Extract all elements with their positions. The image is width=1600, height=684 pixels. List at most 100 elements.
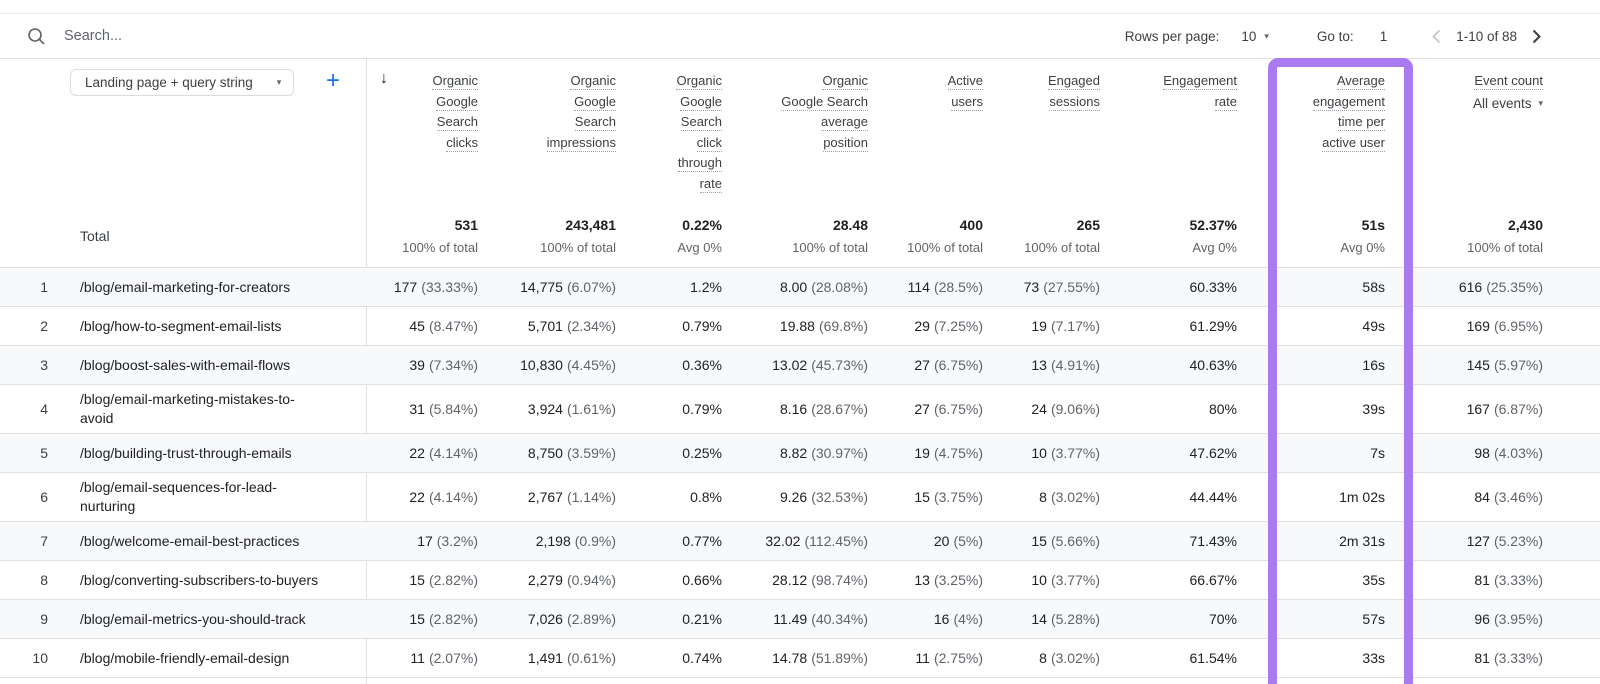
column-header-engaged-sessions[interactable]: Engaged sessions (1001, 58, 1118, 205)
event-filter-dropdown[interactable]: All events ▾ (1413, 96, 1543, 111)
cell-value: 16 (933, 611, 950, 627)
total-organic-google-search-average-position: 28.48 100% of total (740, 217, 886, 255)
cell-engaged-sessions: 8 (3.02%) (1001, 650, 1118, 666)
header-line-text: Active (947, 73, 983, 90)
cell-avg-engagement-time: 1m 02s (1268, 489, 1413, 505)
cell-organic-google-search-impressions: 2,767 (1.14%) (496, 489, 634, 505)
column-header-avg-engagement-time[interactable]: Average engagement time per active user (1268, 58, 1413, 205)
header-line-text: Organic (822, 73, 868, 90)
cell-engaged-sessions: 24 (9.06%) (1001, 401, 1118, 417)
page-path-text: /blog/mobile-friendly-email-design (80, 649, 290, 666)
total-value: 243,481 (565, 217, 616, 233)
cell-value: 32.02 (765, 533, 801, 549)
cell-percent: (28.5%) (933, 279, 983, 295)
cell-percent: (7.34%) (428, 357, 478, 373)
cell-value: 45 (409, 318, 425, 334)
sort-descending-icon[interactable]: ↓ (380, 70, 388, 87)
cell-value: 2,198 (535, 533, 571, 549)
add-dimension-button[interactable]: + (326, 67, 341, 94)
table-row: 4/blog/email-marketing-mistakes-to-avoid… (0, 384, 1600, 433)
cell-organic-google-search-clicks: 45 (8.47%) (366, 318, 496, 334)
cell-event-count: 145 (5.97%) (1413, 357, 1600, 373)
total-subtext: 100% of total (540, 240, 616, 255)
total-label: Total (80, 228, 110, 244)
cell-value: 9.26 (779, 489, 808, 505)
cell-value: 10 (1031, 572, 1047, 588)
table-row: 7/blog/welcome-email-best-practices 17 (3.… (0, 521, 1600, 560)
cell-percent: (4%) (953, 611, 983, 627)
column-header-organic-google-search-average-position[interactable]: Organic Google Search average position (740, 58, 886, 205)
cell-percent: (30.97%) (811, 445, 868, 461)
column-header-organic-google-search-ctr[interactable]: Organic Google Search click through rate (634, 58, 740, 205)
row-number: 10 (32, 650, 48, 666)
cell-organic-google-search-average-position: 8.82 (30.97%) (740, 445, 886, 461)
column-header-engagement-rate[interactable]: Engagement rate (1118, 58, 1268, 205)
cell-value: 2,279 (527, 572, 563, 588)
header-line: impressions (496, 133, 616, 154)
cell-organic-google-search-impressions: 7,026 (2.89%) (496, 611, 634, 627)
cell-value: 33s (1362, 650, 1385, 666)
search-input[interactable] (62, 27, 386, 45)
header-line-text: Organic (432, 73, 478, 90)
total-engaged-sessions: 265 100% of total (1001, 217, 1118, 255)
cell-value: 13 (1031, 357, 1047, 373)
row-number-header-spacer (0, 58, 64, 205)
header-line-text: Event count (1474, 73, 1543, 90)
cell-value: 71.43% (1189, 533, 1237, 549)
cell-active-users: 11 (2.75%) (886, 650, 1001, 666)
previous-page-chevron-icon[interactable] (1431, 29, 1442, 44)
header-line-text: Organic (676, 73, 722, 90)
header-line-text: rate (699, 175, 722, 193)
dimension-selector-label: Landing page + query string (85, 75, 253, 90)
row-number: 1 (40, 279, 48, 295)
go-to-page-field[interactable]: 1 (1379, 28, 1388, 44)
rows-per-page-caret-icon[interactable]: ▾ (1264, 30, 1269, 41)
column-header-organic-google-search-clicks[interactable]: Organic Google Search clicks (366, 58, 496, 205)
cell-active-users: 20 (5%) (886, 533, 1001, 549)
cell-value: 14,775 (520, 279, 563, 295)
column-header-organic-google-search-impressions[interactable]: Organic Google Search impressions (496, 58, 634, 205)
cell-percent: (0.94%) (566, 572, 616, 588)
page-path-cell: /blog/welcome-email-best-practices (64, 527, 366, 556)
cell-percent: (98.74%) (811, 572, 868, 588)
cell-value: 0.66% (682, 572, 722, 588)
cell-organic-google-search-clicks: 11 (2.07%) (366, 650, 496, 666)
cell-engaged-sessions: 10 (3.77%) (1001, 572, 1118, 588)
top-border-line (0, 13, 1600, 14)
header-line-text: active user (1322, 134, 1385, 152)
cell-value: 8,750 (527, 445, 563, 461)
next-page-chevron-icon[interactable] (1531, 29, 1542, 44)
rows-per-page-value[interactable]: 10 (1241, 28, 1257, 44)
cell-value: 0.21% (682, 611, 722, 627)
cell-organic-google-search-impressions: 10,830 (4.45%) (496, 357, 634, 373)
table-row: 8/blog/converting-subscribers-to-buyers 1… (0, 560, 1600, 599)
cell-engagement-rate: 40.63% (1118, 357, 1268, 373)
cell-percent: (5%) (953, 533, 983, 549)
header-line: through (634, 153, 722, 174)
cell-organic-google-search-average-position: 8.16 (28.67%) (740, 401, 886, 417)
cell-engaged-sessions: 19 (7.17%) (1001, 318, 1118, 334)
cell-percent: (112.45%) (804, 533, 868, 549)
cell-value: 15 (1031, 533, 1047, 549)
dimension-selector-dropdown[interactable]: Landing page + query string ▾ (70, 69, 295, 96)
cell-percent: (40.34%) (811, 611, 868, 627)
cell-percent: (25.35%) (1486, 279, 1543, 295)
cell-engagement-rate: 47.62% (1118, 445, 1268, 461)
cell-percent: (6.95%) (1493, 318, 1543, 334)
column-header-active-users[interactable]: Active users (886, 58, 1001, 205)
cell-percent: (3.02%) (1050, 650, 1100, 666)
cell-value: 22 (409, 445, 425, 461)
cell-value: 61.29% (1189, 318, 1237, 334)
cell-value: 84 (1474, 489, 1490, 505)
cell-percent: (1.14%) (566, 489, 616, 505)
cell-percent: (28.08%) (811, 279, 868, 295)
column-headers: Organic Google Search clicks Organic Google Se… (0, 58, 1600, 205)
cell-percent: (6.75%) (933, 357, 983, 373)
cell-organic-google-search-clicks: 15 (2.82%) (366, 572, 496, 588)
cell-percent: (4.91%) (1050, 357, 1100, 373)
cell-percent: (3.25%) (933, 572, 983, 588)
column-header-event-count[interactable]: Event count All events ▾ (1413, 58, 1600, 205)
rows-per-page-label: Rows per page: (1124, 28, 1220, 44)
cell-percent: (0.61%) (566, 650, 616, 666)
header-line-text: Google Search (781, 93, 868, 111)
